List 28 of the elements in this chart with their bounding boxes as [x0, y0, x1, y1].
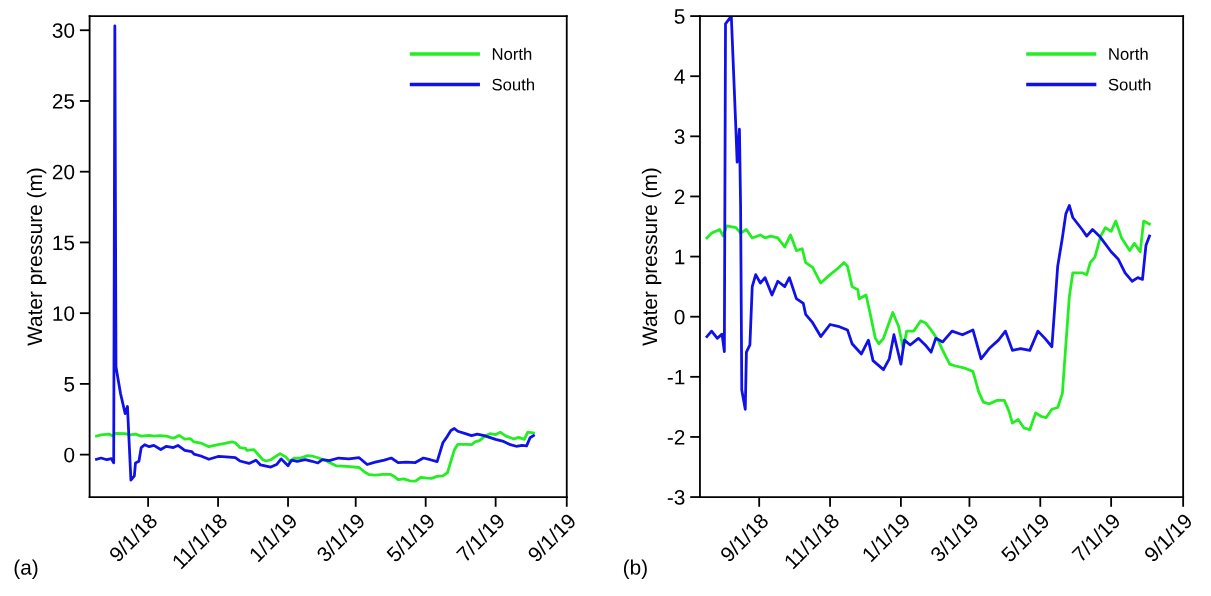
y-tick-label: 1 — [675, 249, 685, 265]
line-series — [95, 430, 535, 483]
y-axis-title: Water pressure (m) — [641, 168, 662, 346]
text: (b) — [623, 559, 647, 579]
y-tick-label: 25 — [52, 93, 75, 109]
y-tick-label: 0 — [674, 309, 685, 325]
y-tick-label: 10 — [53, 306, 75, 321]
y-tick-label: -3 — [667, 490, 685, 505]
y-tick-label: -2 — [667, 429, 685, 445]
text: (a) — [14, 559, 38, 579]
y-tick-label: 0 — [64, 447, 75, 463]
y-tick-label: 5 — [64, 377, 75, 392]
line-series — [95, 24, 535, 482]
y-tick-label: 2 — [674, 189, 685, 205]
line-series — [705, 16, 1151, 411]
legend-label: North — [1109, 47, 1148, 60]
y-tick-label: 20 — [52, 164, 75, 180]
legend-label: South — [492, 78, 534, 91]
y-tick-label: 30 — [52, 23, 75, 38]
y-tick-label: 4 — [674, 69, 685, 84]
line-series — [705, 219, 1151, 432]
y-tick-label: 5 — [674, 9, 685, 24]
legend-label: North — [492, 47, 532, 60]
legend-label: South — [1108, 78, 1151, 91]
y-tick-label: 15 — [53, 235, 75, 251]
y-tick-label: -1 — [667, 370, 685, 385]
y-axis-title: Water pressure (m) — [26, 168, 47, 346]
y-tick-label: 3 — [674, 129, 685, 145]
